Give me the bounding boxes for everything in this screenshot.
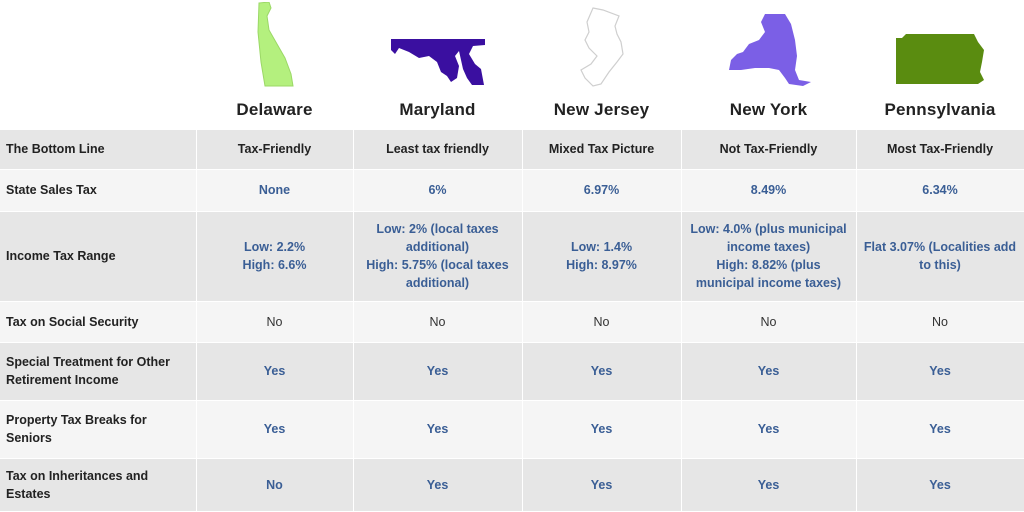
row-label: The Bottom Line xyxy=(0,130,197,170)
state-header-delaware: Delaware xyxy=(196,0,353,130)
income-tax-high: High: 8.82% (plus municipal income taxes… xyxy=(695,258,842,290)
cell-inheritance-new-jersey: Yes xyxy=(522,458,682,512)
row-label: Property Tax Breaks for Seniors xyxy=(0,400,197,459)
state-header-maryland: Maryland xyxy=(353,0,522,130)
state-name-delaware: Delaware xyxy=(236,100,313,119)
cell-property-new-jersey: Yes xyxy=(522,400,682,459)
row-property-tax: Property Tax Breaks for Seniors Yes Yes … xyxy=(0,400,1024,459)
cell-bottom-line-new-york: Not Tax-Friendly xyxy=(681,130,857,170)
cell-sales-tax-new-york: 8.49% xyxy=(681,169,857,212)
income-tax-low: Low: 4.0% (plus municipal income taxes) xyxy=(690,222,847,254)
cell-income-tax-new-jersey: Low: 1.4% High: 8.97% xyxy=(522,211,682,302)
row-label: Tax on Social Security xyxy=(0,301,197,343)
income-tax-high: High: 8.97% xyxy=(566,258,637,272)
cell-inheritance-maryland: Yes xyxy=(353,458,523,512)
cell-social-security-new-jersey: No xyxy=(522,301,682,343)
cell-income-tax-pennsylvania: Flat 3.07% (Localities add to this) xyxy=(856,211,1024,302)
cell-property-maryland: Yes xyxy=(353,400,523,459)
cell-sales-tax-pennsylvania: 6.34% xyxy=(856,169,1024,212)
cell-property-pennsylvania: Yes xyxy=(856,400,1024,459)
income-tax-low: Low: 1.4% xyxy=(570,240,633,254)
new-york-map-icon xyxy=(728,14,811,86)
row-social-security: Tax on Social Security No No No No No xyxy=(0,301,1024,343)
state-name-pennsylvania: Pennsylvania xyxy=(884,100,996,119)
maryland-map-icon xyxy=(390,39,485,85)
pennsylvania-map-icon xyxy=(896,34,984,84)
new-jersey-map-icon xyxy=(579,7,624,87)
state-name-maryland: Maryland xyxy=(399,100,476,119)
state-header-new-york: New York xyxy=(681,0,856,130)
cell-bottom-line-delaware: Tax-Friendly xyxy=(196,130,354,170)
cell-bottom-line-pennsylvania: Most Tax-Friendly xyxy=(856,130,1024,170)
cell-sales-tax-maryland: 6% xyxy=(353,169,523,212)
state-name-new-jersey: New Jersey xyxy=(553,100,650,119)
cell-social-security-pennsylvania: No xyxy=(856,301,1024,343)
state-name-new-york: New York xyxy=(729,100,808,119)
cell-retirement-new-jersey: Yes xyxy=(522,342,682,401)
state-header-pennsylvania: Pennsylvania xyxy=(856,0,1024,130)
row-inheritance-tax: Tax on Inheritances and Estates No Yes Y… xyxy=(0,458,1024,512)
cell-bottom-line-new-jersey: Mixed Tax Picture xyxy=(522,130,682,170)
cell-social-security-maryland: No xyxy=(353,301,523,343)
row-label: Tax on Inheritances and Estates xyxy=(0,458,197,512)
cell-social-security-delaware: No xyxy=(196,301,354,343)
cell-inheritance-delaware: No xyxy=(196,458,354,512)
cell-retirement-maryland: Yes xyxy=(353,342,523,401)
income-tax-low: Low: 2.2% xyxy=(243,240,306,254)
row-retirement-income: Special Treatment for Other Retirement I… xyxy=(0,342,1024,401)
row-label: State Sales Tax xyxy=(0,169,197,212)
state-header-new-jersey: New Jersey xyxy=(522,0,681,130)
income-tax-high: High: 6.6% xyxy=(242,258,307,272)
delaware-map-icon xyxy=(256,2,294,87)
cell-inheritance-new-york: Yes xyxy=(681,458,857,512)
cell-retirement-delaware: Yes xyxy=(196,342,354,401)
cell-property-new-york: Yes xyxy=(681,400,857,459)
cell-social-security-new-york: No xyxy=(681,301,857,343)
income-tax-flat: Flat 3.07% (Localities add to this) xyxy=(863,240,1017,272)
row-bottom-line: The Bottom Line Tax-Friendly Least tax f… xyxy=(0,130,1024,170)
cell-property-delaware: Yes xyxy=(196,400,354,459)
income-tax-high: High: 5.75% (local taxes additional) xyxy=(366,258,509,290)
income-tax-low: Low: 2% (local taxes additional) xyxy=(376,222,499,254)
row-income-tax-range: Income Tax Range Low: 2.2% High: 6.6% Lo… xyxy=(0,211,1024,302)
corner-cell xyxy=(0,0,196,130)
row-label: Income Tax Range xyxy=(0,211,197,302)
cell-income-tax-new-york: Low: 4.0% (plus municipal income taxes) … xyxy=(681,211,857,302)
cell-retirement-new-york: Yes xyxy=(681,342,857,401)
cell-income-tax-maryland: Low: 2% (local taxes additional) High: 5… xyxy=(353,211,523,302)
cell-bottom-line-maryland: Least tax friendly xyxy=(353,130,523,170)
row-sales-tax: State Sales Tax None 6% 6.97% 8.49% 6.34… xyxy=(0,169,1024,212)
cell-inheritance-pennsylvania: Yes xyxy=(856,458,1024,512)
cell-sales-tax-new-jersey: 6.97% xyxy=(522,169,682,212)
cell-retirement-pennsylvania: Yes xyxy=(856,342,1024,401)
cell-sales-tax-delaware: None xyxy=(196,169,354,212)
cell-income-tax-delaware: Low: 2.2% High: 6.6% xyxy=(196,211,354,302)
row-label: Special Treatment for Other Retirement I… xyxy=(0,342,197,401)
